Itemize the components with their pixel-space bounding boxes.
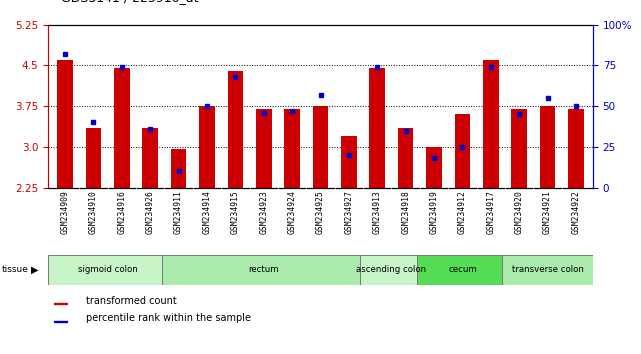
Bar [398, 128, 413, 188]
Text: ascending colon: ascending colon [356, 266, 426, 274]
Bar [86, 128, 101, 188]
Bar [48, 255, 167, 285]
Bar [483, 60, 499, 188]
Bar [313, 106, 328, 188]
Text: GSM234925: GSM234925 [316, 190, 325, 234]
Text: GSM234927: GSM234927 [344, 190, 353, 234]
Text: GSM234922: GSM234922 [571, 190, 580, 234]
Text: GDS3141 / 225910_at: GDS3141 / 225910_at [61, 0, 199, 4]
Bar [57, 60, 73, 188]
Text: GSM234921: GSM234921 [543, 190, 552, 234]
Bar [502, 255, 593, 285]
Text: GSM234917: GSM234917 [487, 190, 495, 234]
Bar [171, 149, 187, 188]
Text: GSM234920: GSM234920 [515, 190, 524, 234]
Bar [341, 136, 356, 188]
Text: GSM234915: GSM234915 [231, 190, 240, 234]
Bar [228, 71, 243, 188]
Bar [568, 109, 584, 188]
Bar [360, 255, 422, 285]
Text: tissue: tissue [1, 266, 28, 274]
Bar [426, 147, 442, 188]
Bar [162, 255, 366, 285]
Text: GSM234918: GSM234918 [401, 190, 410, 234]
Text: GSM234909: GSM234909 [61, 190, 70, 234]
Bar [454, 114, 470, 188]
Text: transverse colon: transverse colon [512, 266, 583, 274]
Text: GSM234912: GSM234912 [458, 190, 467, 234]
Text: ▶: ▶ [31, 265, 38, 275]
Bar [114, 68, 129, 188]
Text: GSM234926: GSM234926 [146, 190, 154, 234]
Text: percentile rank within the sample: percentile rank within the sample [86, 313, 251, 323]
Bar [417, 255, 508, 285]
Bar [256, 109, 272, 188]
Bar [142, 128, 158, 188]
Bar [369, 68, 385, 188]
Bar [285, 109, 300, 188]
Bar [540, 106, 555, 188]
Text: GSM234924: GSM234924 [288, 190, 297, 234]
Text: GSM234913: GSM234913 [373, 190, 382, 234]
Text: sigmoid colon: sigmoid colon [78, 266, 138, 274]
Bar [512, 109, 527, 188]
Text: GSM234911: GSM234911 [174, 190, 183, 234]
Bar [54, 321, 67, 322]
Text: GSM234910: GSM234910 [89, 190, 98, 234]
Text: GSM234914: GSM234914 [203, 190, 212, 234]
Text: GSM234919: GSM234919 [429, 190, 438, 234]
Bar [54, 303, 67, 304]
Bar [199, 106, 215, 188]
Text: GSM234923: GSM234923 [259, 190, 268, 234]
Text: transformed count: transformed count [86, 296, 177, 306]
Text: rectum: rectum [249, 266, 279, 274]
Text: GSM234916: GSM234916 [117, 190, 126, 234]
Text: cecum: cecum [448, 266, 477, 274]
